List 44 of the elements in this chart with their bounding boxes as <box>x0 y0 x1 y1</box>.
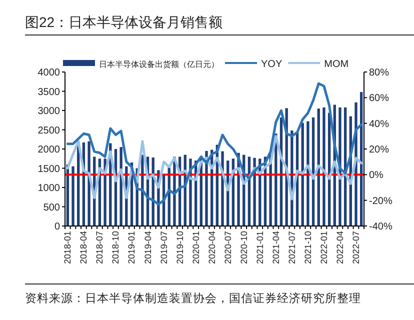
y-tick-label: 2500 <box>38 125 60 136</box>
x-tick-label: 2020-07 <box>222 231 233 264</box>
x-tick-label: 2019-04 <box>142 231 153 264</box>
x-tick-label: 2021-01 <box>254 231 265 264</box>
x-tick-label: 2019-01 <box>126 231 137 264</box>
y-tick-label: 500 <box>43 202 60 214</box>
x-tick-label: 2019-07 <box>158 231 169 264</box>
x-tick-label: 2019-10 <box>174 231 185 264</box>
x-tick-label: 2021-07 <box>286 231 297 264</box>
y-tick-label: 0 <box>54 222 60 232</box>
y-tick-label: 3000 <box>38 106 60 117</box>
x-tick-label: 2018-07 <box>94 231 105 264</box>
x-tick-label: 2022-01 <box>318 231 329 264</box>
annotation: 资料来源：日本半导体制造装置协会，国信证券经济研究所整理 <box>25 293 361 305</box>
y-tick-label: 4000 <box>38 68 60 78</box>
x-tick-label: 2020-01 <box>190 231 201 264</box>
y2-tick-label: 20% <box>369 144 390 156</box>
bar <box>72 166 74 226</box>
x-tick-label: 2020-04 <box>206 231 217 264</box>
x-tick-label: 2018-10 <box>110 231 121 264</box>
x-tick-label: 2021-04 <box>270 231 281 264</box>
x-tick-label: 2018-04 <box>78 231 89 264</box>
x-tick-label: 2018-01 <box>62 231 73 264</box>
legend-label: YOY <box>261 59 282 70</box>
title: 图22：日本半导体设备月销售额 <box>25 14 223 30</box>
x-tick-label: 2022-07 <box>350 231 361 264</box>
y-tick-label: 3500 <box>38 86 60 98</box>
y2-tick-label: -20% <box>369 196 392 207</box>
y2-tick-label: 80% <box>369 68 390 78</box>
y-tick-label: 1000 <box>38 183 60 194</box>
y-tick-label: 2000 <box>38 144 60 156</box>
y-tick-label: 1500 <box>38 164 60 175</box>
bar <box>322 107 326 226</box>
bar <box>306 121 310 226</box>
x-tick-label: 2022-04 <box>334 231 345 264</box>
x-tick-label: 2021-10 <box>302 231 313 264</box>
y2-tick-label: -40% <box>369 222 392 232</box>
legend-label: 日本半导体设备出货额（亿日元） <box>99 60 219 69</box>
bar <box>88 141 90 226</box>
legend-label: MOM <box>324 59 349 70</box>
y2-tick-label: 60% <box>369 93 390 104</box>
y2-tick-label: 0% <box>369 170 384 182</box>
x-tick-label: 2020-10 <box>238 231 249 264</box>
y2-tick-label: 40% <box>369 118 390 130</box>
